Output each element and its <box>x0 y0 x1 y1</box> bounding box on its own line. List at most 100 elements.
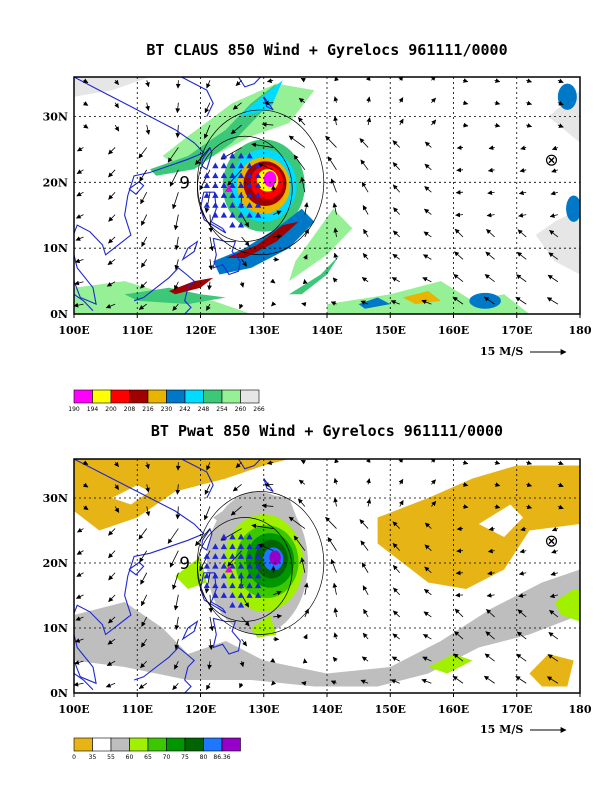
gyre-triangle <box>212 572 219 579</box>
wind-vector <box>526 482 533 488</box>
cloud-cell <box>557 83 577 110</box>
x-tick-label: 170E <box>501 324 532 337</box>
wind-vector <box>486 229 495 238</box>
gyre-triangle <box>212 592 219 598</box>
wind-vector <box>362 632 369 640</box>
colorbar-label: 190 <box>68 406 80 413</box>
wind-vector <box>270 278 276 284</box>
wind-vector <box>483 675 495 684</box>
wind-vector <box>145 506 151 517</box>
y-tick-label: 0N <box>50 308 68 321</box>
colorbar-swatch <box>240 389 260 404</box>
wind-vector <box>76 169 84 174</box>
wind-vector <box>517 609 527 618</box>
gyre-triangle <box>229 533 236 540</box>
wind-vector <box>391 277 400 283</box>
wind-vector <box>105 682 116 688</box>
reference-vector: 15 M/S <box>480 723 567 736</box>
coastline <box>181 77 214 117</box>
cloud-cell <box>358 297 391 309</box>
wind-vector <box>271 301 277 307</box>
cloud-cell <box>402 291 441 305</box>
gyre-triangle <box>246 562 253 569</box>
colorbar-swatch <box>221 737 241 752</box>
wind-vector <box>232 484 242 492</box>
wind-vector <box>206 462 211 471</box>
gyre-triangle <box>237 562 245 569</box>
wind-vector <box>516 274 527 283</box>
wind-vector <box>114 124 120 132</box>
wind-vector <box>520 526 527 532</box>
gyre-triangle <box>220 592 228 598</box>
wind-vector <box>557 460 564 466</box>
gyre-triangle <box>254 201 262 208</box>
gridline-layer <box>74 77 580 314</box>
wind-vector <box>208 259 214 271</box>
wind-vector <box>333 96 339 103</box>
wind-vector <box>204 572 211 594</box>
colorbar-label: 70 <box>163 754 171 761</box>
wind-vector <box>138 303 147 310</box>
typhoon-eye <box>263 171 277 187</box>
wind-vector <box>75 214 84 219</box>
wind-vector <box>452 675 464 684</box>
wind-vector <box>526 504 533 510</box>
coastline <box>238 77 261 88</box>
cloud-region <box>289 208 353 282</box>
wind-vector <box>145 124 151 135</box>
gyre-triangle <box>237 592 245 598</box>
wind-vector <box>398 499 404 507</box>
wind-vector <box>298 479 306 485</box>
wind-vector <box>398 459 404 463</box>
wind-vector <box>518 593 527 598</box>
wind-vector <box>462 504 469 509</box>
wind-vector <box>430 77 436 81</box>
wind-vector <box>145 462 150 470</box>
wind-vector <box>551 526 559 532</box>
wind-vector <box>363 608 369 618</box>
wind-vector <box>114 506 120 513</box>
wind-vector <box>232 102 242 110</box>
wind-vector <box>550 571 558 576</box>
gyre-triangle <box>246 553 253 559</box>
wind-vector <box>557 123 564 128</box>
wind-vector <box>515 296 527 305</box>
gyre-triangle <box>212 211 219 218</box>
wind-vector <box>423 588 432 596</box>
reference-vector-label: 15 M/S <box>480 723 523 736</box>
gyre-triangle <box>254 553 262 559</box>
gyre-triangle <box>229 221 236 228</box>
wind-vector <box>362 585 369 596</box>
x-tick-label: 140E <box>311 703 342 716</box>
gyre-triangle <box>246 543 253 550</box>
gyre-triangle <box>220 162 228 169</box>
wind-vector <box>526 100 533 106</box>
wind-vector <box>327 537 337 551</box>
wind-vector <box>333 227 339 238</box>
gyre-triangle <box>212 172 219 179</box>
wind-vector <box>494 460 501 465</box>
wind-vector <box>108 169 116 178</box>
wind-vector <box>141 236 148 247</box>
colorbar-swatch <box>73 737 93 752</box>
gyre-triangle <box>237 221 245 228</box>
gyre-triangle <box>229 182 236 189</box>
gyre-triangle <box>254 182 262 189</box>
pwat-cell <box>428 654 473 674</box>
wind-vector <box>393 587 401 596</box>
wind-vector <box>431 119 437 126</box>
wind-vector <box>484 274 495 283</box>
wind-vector <box>360 679 369 685</box>
colorbar-swatch <box>184 389 204 404</box>
wind-vector <box>199 169 211 191</box>
wind-vector <box>518 212 527 218</box>
y-tick-labels: 0N 10N 20N 30N <box>43 492 68 700</box>
wind-vector <box>487 190 495 195</box>
colorbar-swatch <box>203 389 223 404</box>
wind-vector <box>108 550 116 559</box>
gyre-triangle <box>246 582 253 589</box>
coastline <box>128 561 145 576</box>
wind-vector <box>518 570 527 576</box>
wind-vector <box>546 297 559 305</box>
wind-vector <box>173 214 179 231</box>
